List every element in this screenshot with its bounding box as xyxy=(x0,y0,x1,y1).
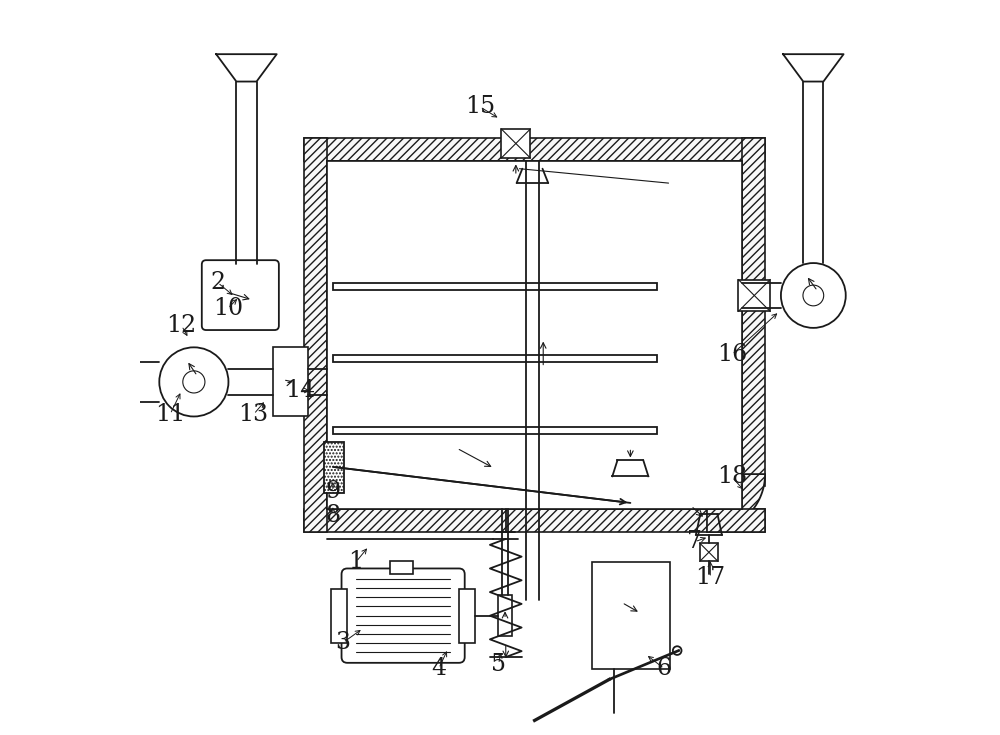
Bar xyxy=(592,562,670,669)
FancyBboxPatch shape xyxy=(202,260,279,330)
Bar xyxy=(327,162,742,509)
Text: 17: 17 xyxy=(695,567,725,589)
Bar xyxy=(498,595,512,636)
Text: 12: 12 xyxy=(167,315,197,337)
Bar xyxy=(333,426,657,434)
Text: 9: 9 xyxy=(325,480,340,503)
Text: 5: 5 xyxy=(491,653,506,675)
Polygon shape xyxy=(783,54,844,82)
Bar xyxy=(459,589,475,642)
Bar xyxy=(700,543,718,562)
Bar xyxy=(707,509,765,531)
Bar xyxy=(390,562,413,574)
Bar xyxy=(304,138,765,162)
Bar xyxy=(742,138,765,486)
Bar xyxy=(333,354,657,362)
Bar xyxy=(304,138,327,531)
Polygon shape xyxy=(216,54,277,82)
Text: 3: 3 xyxy=(335,631,350,654)
Bar xyxy=(331,589,347,642)
Bar xyxy=(327,162,742,509)
Text: 2: 2 xyxy=(210,271,225,294)
Text: 16: 16 xyxy=(717,343,747,366)
Bar xyxy=(273,348,308,417)
Bar xyxy=(333,282,657,290)
FancyBboxPatch shape xyxy=(342,568,465,663)
Text: 6: 6 xyxy=(657,657,672,680)
Text: 1: 1 xyxy=(348,551,364,573)
Text: 15: 15 xyxy=(465,96,495,118)
Text: 18: 18 xyxy=(717,465,747,489)
Text: 13: 13 xyxy=(239,403,269,426)
Text: 7: 7 xyxy=(687,531,702,553)
Text: 11: 11 xyxy=(155,403,185,426)
Bar xyxy=(738,279,770,312)
Text: 14: 14 xyxy=(285,379,315,402)
Bar xyxy=(304,509,765,531)
Bar xyxy=(324,442,344,493)
Text: 4: 4 xyxy=(431,657,446,680)
PathPatch shape xyxy=(707,474,765,531)
Bar xyxy=(501,129,530,158)
Text: 8: 8 xyxy=(325,503,340,527)
Text: 10: 10 xyxy=(213,297,243,320)
